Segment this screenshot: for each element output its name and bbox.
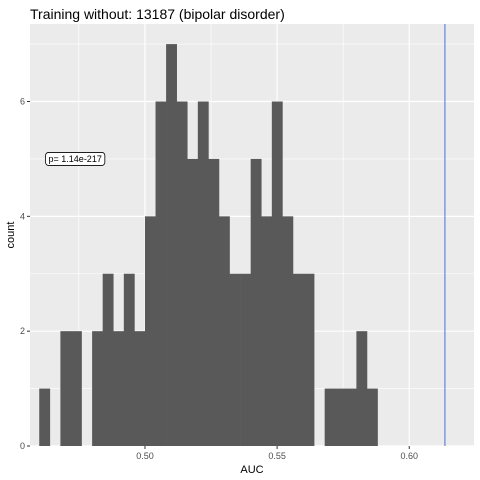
- p-value-annotation: p= 1.14e-217: [45, 152, 106, 166]
- histogram-bar: [123, 273, 135, 446]
- x-tick-label: 0.55: [268, 451, 286, 461]
- histogram-bar: [261, 216, 273, 446]
- histogram-bar: [102, 273, 114, 446]
- histogram-bar: [187, 158, 199, 446]
- histogram-bars: [39, 44, 378, 447]
- histogram-bar: [366, 388, 378, 446]
- histogram-bar: [155, 101, 167, 447]
- p-value-label-box: [45, 152, 106, 166]
- histogram-bar: [324, 388, 336, 446]
- histogram-bar: [345, 388, 357, 446]
- y-axis-title: count: [5, 222, 17, 249]
- x-axis-title: AUC: [240, 464, 263, 476]
- x-tick-label: 0.50: [136, 451, 154, 461]
- y-tick-label: 0: [20, 441, 25, 451]
- histogram-bar: [218, 216, 230, 446]
- histogram-bar: [303, 273, 315, 446]
- histogram-bar: [134, 331, 146, 446]
- histogram-bar: [208, 158, 220, 446]
- y-tick-label: 2: [20, 326, 25, 336]
- histogram-bar: [176, 101, 188, 447]
- p-value-label: p= 1.14e-217: [49, 154, 102, 164]
- y-tick-label: 6: [20, 97, 25, 107]
- histogram-bar: [144, 216, 156, 446]
- histogram-bar: [271, 101, 283, 447]
- histogram-bar: [250, 158, 262, 446]
- histogram-bar: [240, 273, 251, 446]
- x-tick-label: 0.60: [400, 451, 418, 461]
- histogram-bar: [113, 331, 125, 446]
- y-axis-ticks: 0 2 4 6: [20, 97, 30, 451]
- chart-title: Training without: 13187 (bipolar disorde…: [30, 6, 285, 22]
- y-tick-label: 4: [20, 211, 25, 221]
- histogram-bar: [92, 331, 103, 446]
- histogram-bar: [356, 331, 368, 446]
- histogram-bar: [70, 331, 82, 446]
- histogram-bar: [197, 101, 209, 447]
- x-axis-ticks: 0.50 0.55 0.60: [136, 446, 418, 461]
- histogram-bar: [335, 388, 347, 446]
- histogram-bar: [229, 273, 241, 446]
- histogram-bar: [166, 44, 177, 446]
- histogram-bar: [292, 273, 304, 446]
- histogram-bar: [282, 216, 294, 446]
- histogram-bar: [39, 388, 51, 446]
- histogram-bar: [60, 331, 72, 446]
